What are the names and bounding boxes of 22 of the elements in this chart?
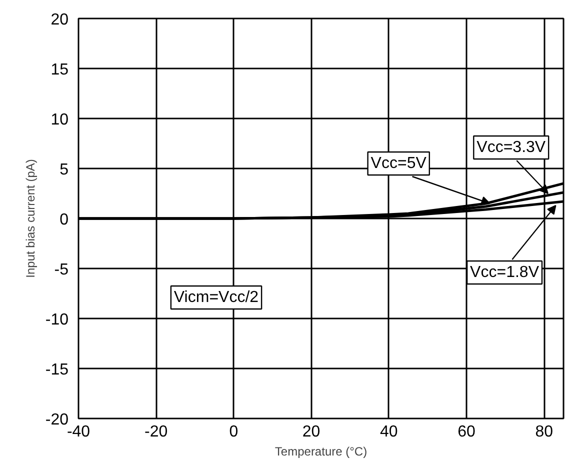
annotation: Vcc=5V (370, 155, 427, 172)
y-tick-label: -10 (45, 312, 69, 328)
x-tick-label: 80 (535, 424, 554, 440)
y-axis-title: Input bias current (pA) (23, 159, 38, 278)
y-tick-label: 5 (60, 162, 69, 178)
annotation: Vicm=Vcc/2 (174, 289, 259, 306)
x-tick-label: 0 (229, 424, 238, 440)
y-tick-label: -15 (45, 362, 69, 378)
x-tick-label: 40 (380, 424, 398, 440)
annotation: Vcc=3.3V (476, 139, 546, 156)
y-tick-label: 0 (60, 212, 69, 228)
x-tick-label: 60 (458, 424, 476, 440)
x-tick-label: 20 (302, 424, 320, 440)
y-tick-label: 20 (50, 12, 69, 28)
annotation: Vcc=1.8V (470, 264, 540, 281)
x-axis-title: Temperature (°C) (274, 444, 368, 458)
x-tick-label: -40 (66, 424, 90, 440)
y-tick-label: 15 (50, 62, 69, 78)
y-tick-label: -20 (45, 412, 69, 428)
y-tick-label: 10 (50, 112, 69, 128)
x-tick-label: -20 (144, 424, 168, 440)
y-tick-label: -5 (54, 262, 69, 278)
